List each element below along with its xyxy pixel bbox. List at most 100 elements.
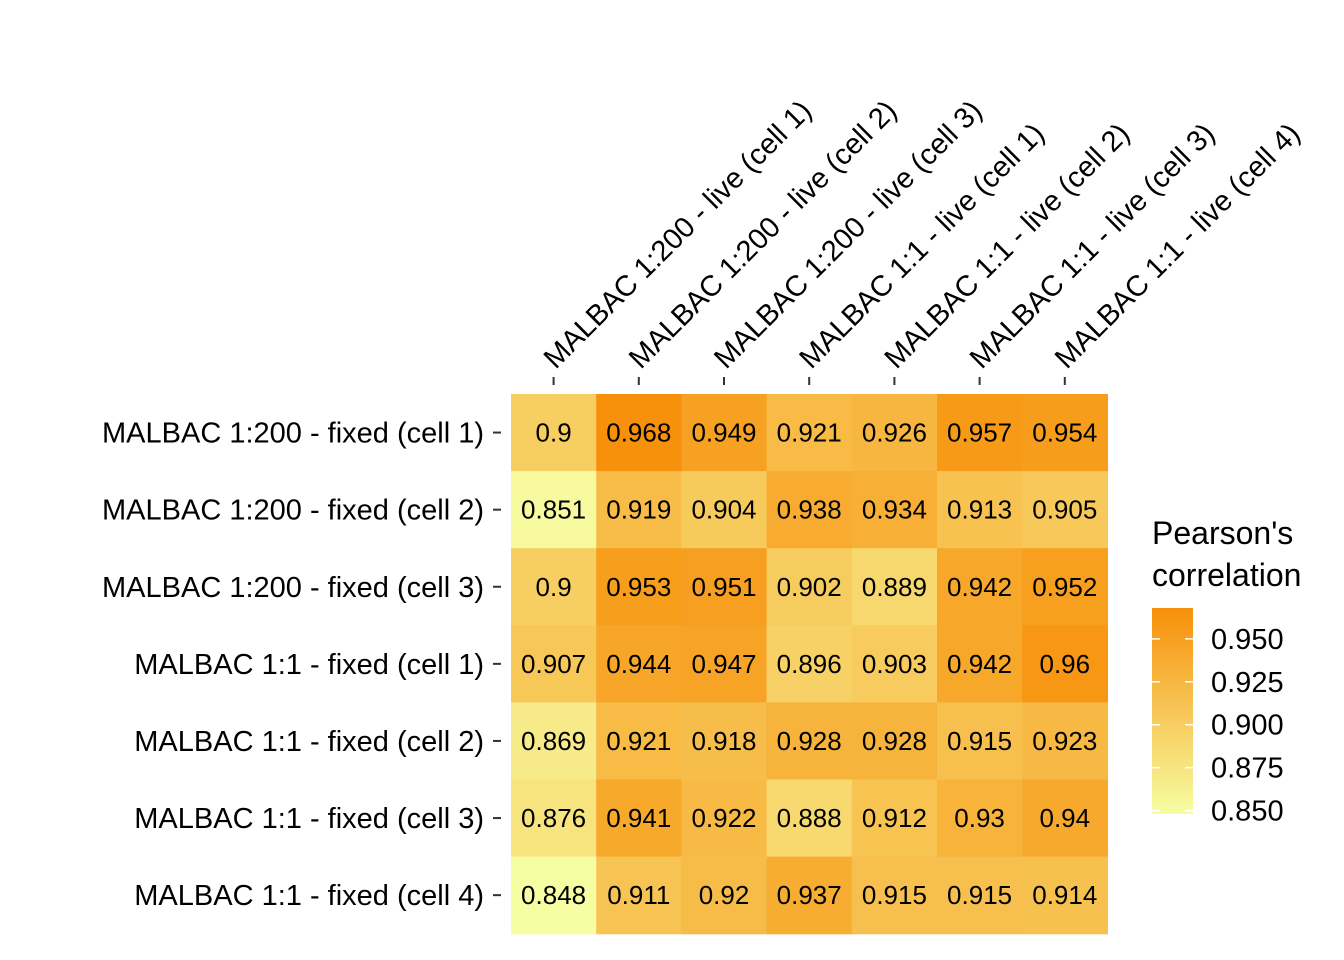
heatmap-cell [596,625,682,703]
heatmap-cell [511,856,597,935]
cell-value-label: 0.953 [606,572,671,602]
cell-value-label: 0.919 [606,495,671,525]
cell-value-label: 0.904 [691,495,756,525]
heatmap-cell [766,548,853,626]
cell-value-label: 0.907 [521,649,586,679]
heatmap-cell [937,394,1023,472]
heatmap-cell [1022,856,1108,935]
cell-value-label: 0.9 [536,418,572,448]
heatmap-cell [766,471,853,549]
heatmap-cells [511,394,1108,935]
legend-tick-label: 0.900 [1211,710,1284,742]
heatmap-cell [596,548,682,626]
cell-value-label: 0.911 [607,880,670,910]
cell-value-label: 0.951 [691,572,756,602]
cell-value-label: 0.947 [691,649,756,679]
cell-value-label: 0.934 [862,495,927,525]
legend-tick-label: 0.925 [1211,667,1284,699]
cell-value-label: 0.848 [521,880,586,910]
heatmap-cell [937,856,1023,935]
cell-value-label: 0.912 [862,803,927,833]
heatmap-cell [1022,702,1108,781]
cell-value-label: 0.937 [777,880,842,910]
legend-title-line-1: Pearson's [1152,515,1293,551]
heatmap-cell [851,779,938,858]
heatmap-cell [766,856,853,935]
heatmap-cell [511,625,597,703]
heatmap-cell [766,779,853,858]
cell-value-label: 0.888 [777,803,842,833]
heatmap-cell [1022,394,1108,472]
heatmap-cell [937,702,1023,781]
cell-value-label: 0.913 [947,495,1012,525]
cell-value-label: 0.928 [777,726,842,756]
heatmap-cell [851,856,938,935]
cell-value-label: 0.93 [954,803,1005,833]
heatmap-cell [1022,779,1108,858]
heatmap-cell [851,702,938,781]
heatmap-cell [681,471,768,549]
legend-ticks: 0.850 0.875 0.900 0.925 0.950 [1152,624,1284,828]
row-axis: MALBAC 1:200 - fixed (cell 1) MALBAC 1:20… [102,418,501,912]
cell-value-label: 0.922 [691,803,756,833]
cell-value-label: 0.896 [777,649,842,679]
cell-value-label: 0.926 [862,418,927,448]
heatmap-cell [937,625,1023,703]
row-label: MALBAC 1:1 - fixed (cell 4) [134,880,484,912]
row-label: MALBAC 1:1 - fixed (cell 2) [134,726,484,758]
cell-value-label: 0.942 [947,572,1012,602]
heatmap-cell [681,548,768,626]
legend-colorbar [1152,608,1193,814]
heatmap-cell [681,779,768,858]
cell-value-label: 0.921 [606,726,671,756]
legend-title-line-2: correlation [1152,557,1301,593]
heatmap-cell [596,702,682,781]
heatmap-cell [681,702,768,781]
legend-tick-label: 0.950 [1211,624,1284,656]
cell-value-label: 0.915 [862,880,927,910]
cell-value-label: 0.9 [536,572,572,602]
heatmap-cell [596,394,682,472]
heatmap-cell [937,779,1023,858]
color-legend: Pearson's correlation 0.850 0.875 0.900 0.9… [1152,515,1301,828]
cell-value-label: 0.869 [521,726,586,756]
cell-value-label: 0.905 [1032,495,1097,525]
heatmap-cell [1022,625,1108,703]
heatmap-cell [596,779,682,858]
heatmap-cell [766,702,853,781]
heatmap-cell [511,548,597,626]
heatmap-cell [681,394,768,472]
column-axis: MALBAC 1:200 - live (cell 1)MALBAC 1:200… [538,95,1307,385]
cell-value-label: 0.944 [606,649,671,679]
cell-value-label: 0.921 [777,418,842,448]
heatmap-cell [1022,471,1108,549]
heatmap-cell [681,856,768,935]
cell-value-label: 0.876 [521,803,586,833]
cell-value-label: 0.918 [691,726,756,756]
heatmap-cell [511,702,597,781]
heatmap-cell [851,471,938,549]
cell-value-label: 0.952 [1032,572,1097,602]
cell-value-label: 0.942 [947,649,1012,679]
cell-value-label: 0.914 [1032,880,1097,910]
heatmap-cell [766,394,853,472]
heatmap-cell [1022,548,1108,626]
row-label: MALBAC 1:1 - fixed (cell 1) [134,649,484,681]
cell-value-label: 0.903 [862,649,927,679]
cell-value-label: 0.923 [1032,726,1097,756]
heatmap-cell [851,625,938,703]
heatmap-cell [937,548,1023,626]
cell-value-label: 0.941 [606,803,671,833]
heatmap-cell [851,394,938,472]
heatmap-cell [937,471,1023,549]
cell-value-label: 0.915 [947,880,1012,910]
legend-tick-label: 0.850 [1211,796,1284,828]
heatmap-cell [766,625,853,703]
heatmap-cell [851,548,938,626]
cell-value-label: 0.92 [699,880,750,910]
heatmap-cell [596,471,682,549]
heatmap-cell [681,625,768,703]
heatmap-cell [511,779,597,858]
row-label: MALBAC 1:1 - fixed (cell 3) [134,803,484,835]
